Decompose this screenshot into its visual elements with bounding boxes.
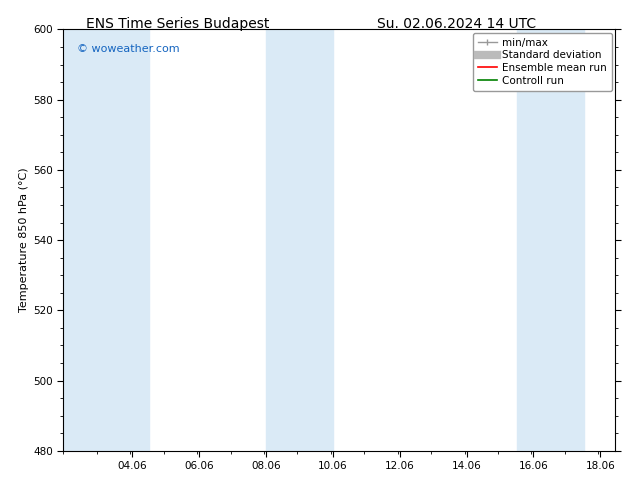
- Legend: min/max, Standard deviation, Ensemble mean run, Controll run: min/max, Standard deviation, Ensemble me…: [473, 32, 612, 91]
- Bar: [266, 29, 333, 451]
- Text: Su. 02.06.2024 14 UTC: Su. 02.06.2024 14 UTC: [377, 17, 536, 31]
- Bar: [517, 29, 583, 451]
- Y-axis label: Temperature 850 hPa (°C): Temperature 850 hPa (°C): [19, 168, 29, 313]
- Bar: [63, 29, 149, 451]
- Text: ENS Time Series Budapest: ENS Time Series Budapest: [86, 17, 269, 31]
- Text: © woweather.com: © woweather.com: [77, 44, 180, 54]
